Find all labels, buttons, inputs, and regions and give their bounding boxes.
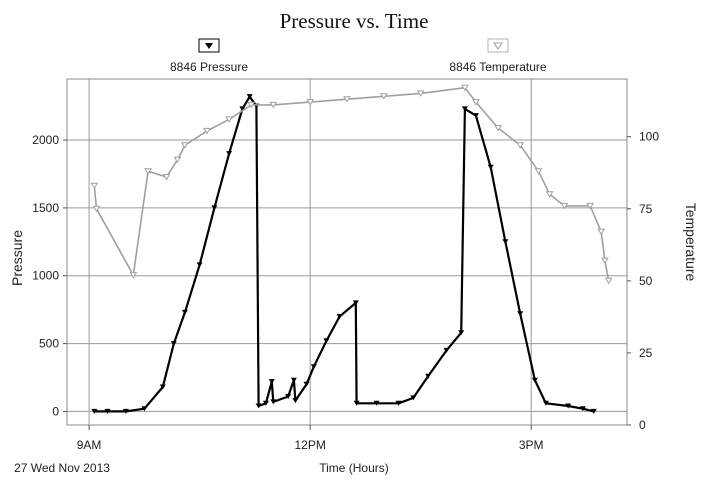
temperature-point [494, 125, 502, 132]
pressure-point [196, 262, 203, 268]
legend-temperature-swatch [487, 38, 509, 53]
pressure-point [290, 377, 297, 383]
pressure-point [181, 309, 188, 315]
date-label: 27 Wed Nov 2013 [14, 461, 110, 475]
temperature-point [379, 93, 388, 100]
y-right-axis-label: Temperature [683, 203, 699, 282]
pressure-point [590, 408, 597, 414]
legend-temperature-marker [493, 42, 503, 50]
temperature-point [416, 90, 425, 97]
y-right-tick-label: 0 [639, 418, 646, 432]
pressure-point [211, 205, 218, 211]
temperature-point [516, 142, 525, 149]
pressure-point [395, 400, 402, 406]
legend-pressure-marker [205, 43, 213, 49]
pressure-point [565, 403, 572, 409]
temperature-point [225, 116, 233, 123]
pressure-point [542, 400, 549, 406]
pressure-point [310, 364, 317, 370]
legend-temperature-label: 8846 Temperature [449, 60, 547, 74]
pressure-point [141, 406, 148, 412]
series [90, 84, 613, 414]
grid [67, 79, 627, 425]
pressure-point [239, 106, 246, 112]
pressure-point [268, 379, 275, 385]
pressure-point [159, 384, 166, 390]
pressure-point [352, 300, 359, 306]
temperature-point [461, 84, 469, 92]
temperature-point [601, 257, 609, 265]
legend-pressure-label: 8846 Pressure [170, 60, 248, 74]
y-left-tick-label: 0 [52, 404, 59, 418]
pressure-point [487, 164, 494, 170]
temperature-point [534, 168, 543, 175]
x-axis-label: Time (Hours) [319, 461, 389, 475]
pressure-point [246, 94, 253, 100]
temperature-point [92, 205, 101, 213]
x-tick-label: 9AM [77, 438, 102, 452]
temperature-point [203, 127, 211, 135]
temperature-point [181, 142, 189, 149]
pressure-point [262, 400, 269, 406]
pressure-point [270, 399, 277, 405]
axes: 0 500 1000 1500 2000 0 25 50 75 100 9AM 12PM 3PM [32, 78, 659, 452]
chart-title: Pressure vs. Time [280, 9, 429, 33]
temperature-point [586, 202, 595, 210]
pressure-point [303, 381, 310, 387]
temperature-point [472, 99, 480, 106]
y-left-tick-label: 500 [39, 337, 59, 351]
temperature-point [269, 101, 278, 109]
pressure-point [531, 377, 538, 383]
pressure-point [170, 341, 177, 347]
temperature-point [560, 202, 569, 210]
y-left-axis-label: Pressure [9, 230, 25, 286]
pressure-point [336, 314, 343, 319]
y-left-tick-label: 2000 [32, 133, 59, 147]
pressure-point [285, 394, 292, 399]
pressure-point [122, 408, 129, 414]
pressure-point [443, 347, 450, 353]
pressure-point [104, 408, 111, 414]
y-right-tick-label: 25 [639, 346, 653, 360]
pressure-point [502, 239, 509, 245]
temperature-point [90, 182, 99, 190]
temperature-point [604, 277, 613, 285]
x-tick-label: 3PM [519, 438, 544, 452]
temperature-point [129, 272, 138, 279]
pressure-point [410, 395, 417, 401]
pressure-point [425, 373, 432, 379]
pressure-point [255, 403, 262, 409]
temperature-point [306, 99, 315, 106]
temperature-point [247, 101, 256, 109]
pressure-point [91, 408, 98, 414]
temperature-point [162, 174, 171, 181]
pressure-point [458, 330, 465, 336]
legend: 8846 Pressure 8846 Temperature [170, 38, 547, 74]
y-left-tick-label: 1000 [32, 269, 59, 283]
pressure-point [292, 398, 299, 404]
pressure-point [461, 106, 468, 112]
temperature-point [343, 96, 351, 103]
temperature-point [173, 156, 182, 164]
y-right-tick-label: 100 [639, 130, 659, 144]
y-right-tick-label: 75 [639, 202, 653, 216]
pressure-point [579, 406, 586, 412]
temperature-point [545, 191, 554, 198]
x-tick-label: 12PM [294, 438, 325, 452]
pressure-point [323, 338, 330, 344]
y-left-tick-label: 1500 [32, 201, 59, 215]
pressure-point [226, 151, 233, 157]
temperature-point [144, 168, 152, 175]
temperature-point [597, 228, 606, 236]
y-right-tick-label: 50 [639, 274, 653, 288]
pressure-point [353, 400, 360, 406]
plot-frame [66, 78, 628, 426]
pressure-point [517, 311, 524, 317]
pressure-series-line [94, 95, 595, 413]
pressure-point [472, 113, 479, 119]
pressure-point [373, 400, 380, 406]
